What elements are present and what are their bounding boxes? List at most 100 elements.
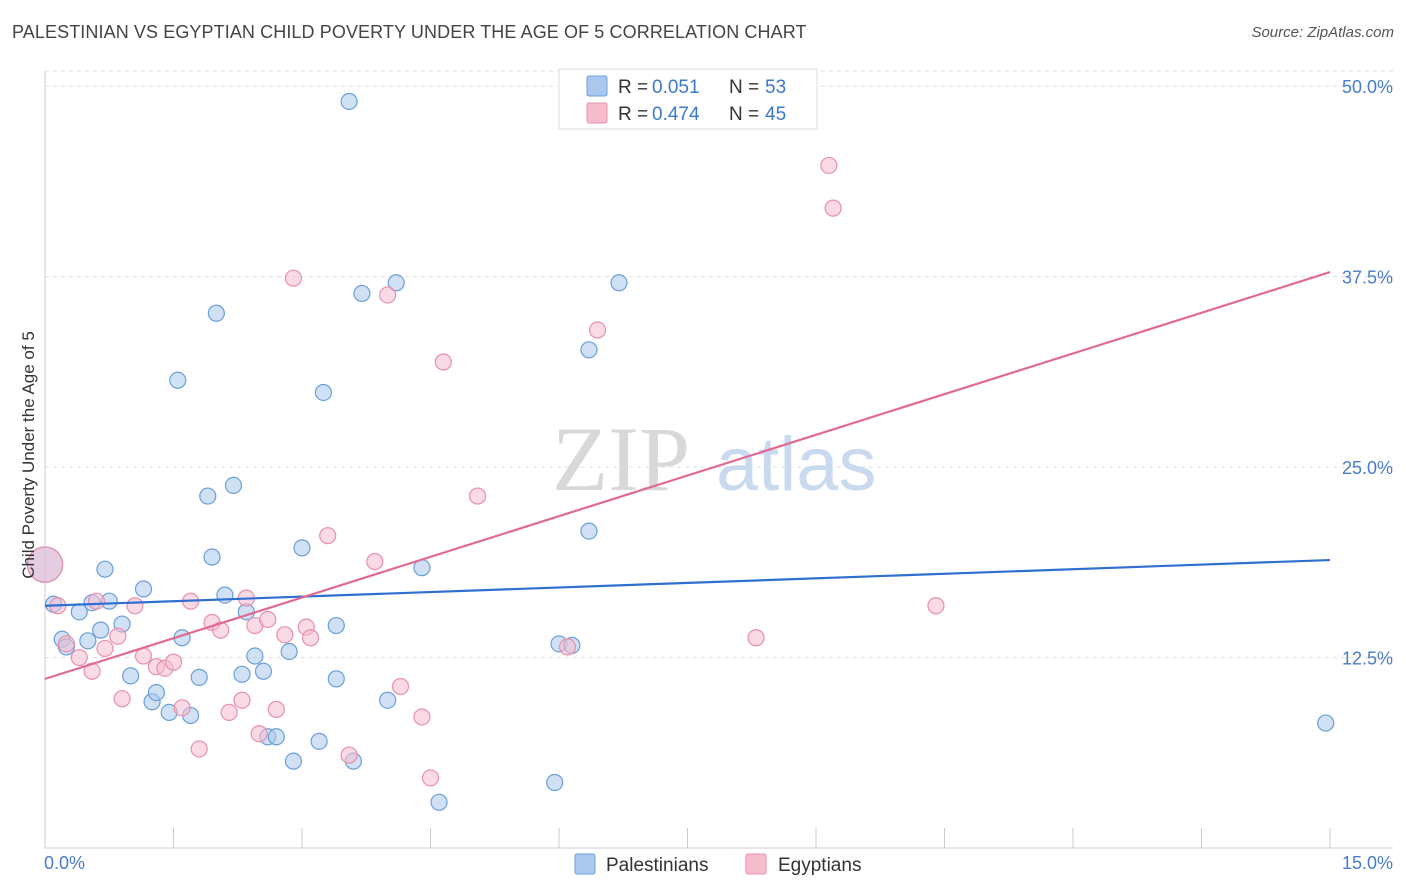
data-point xyxy=(301,629,320,647)
data-point xyxy=(430,793,448,811)
legend-label-palestinians: Palestinians xyxy=(606,855,708,876)
data-point xyxy=(580,522,598,540)
data-point xyxy=(387,274,405,292)
axes xyxy=(44,71,1393,849)
data-point xyxy=(413,708,431,726)
data-point xyxy=(379,691,397,709)
data-point xyxy=(70,648,88,667)
data-point xyxy=(580,341,598,359)
x-tick-label: 15.0% xyxy=(1342,853,1393,873)
legend-n-value: 45 xyxy=(765,104,786,125)
data-point xyxy=(927,597,945,615)
legend-swatch-palestinians xyxy=(574,853,596,875)
data-point xyxy=(224,476,243,494)
data-point xyxy=(26,546,64,583)
series-legend: Palestinians Egyptians xyxy=(574,853,861,876)
trend-lines xyxy=(44,271,1331,680)
data-point xyxy=(820,156,838,175)
data-point xyxy=(284,752,303,770)
data-point xyxy=(610,274,628,292)
data-point xyxy=(558,638,577,656)
data-point xyxy=(122,667,140,685)
data-point xyxy=(216,586,234,604)
data-point xyxy=(173,699,191,717)
data-point xyxy=(314,383,333,402)
data-point xyxy=(190,740,208,758)
data-point xyxy=(391,677,410,696)
legend-swatch-pink xyxy=(586,102,608,124)
data-point xyxy=(310,732,328,750)
data-point xyxy=(588,321,607,339)
x-tick-label: 0.0% xyxy=(44,853,85,873)
data-point xyxy=(421,769,440,787)
data-point xyxy=(96,639,114,658)
data-point xyxy=(284,269,303,287)
data-point xyxy=(366,552,384,571)
data-point xyxy=(327,616,345,635)
data-point xyxy=(276,626,294,644)
x-tick-labels: 0.0% 15.0% xyxy=(44,853,1393,873)
chart-title: PALESTINIAN VS EGYPTIAN CHILD POVERTY UN… xyxy=(12,22,807,42)
data-point xyxy=(434,353,452,371)
watermark-zip: ZIP xyxy=(552,408,690,510)
data-point xyxy=(546,773,564,792)
data-point xyxy=(220,703,238,722)
data-point xyxy=(319,527,337,545)
legend-r-value: 0.051 xyxy=(652,77,700,98)
y-tick-label: 12.5% xyxy=(1342,649,1393,669)
legend-swatch-egyptians xyxy=(745,853,767,875)
data-point xyxy=(164,653,183,671)
data-point xyxy=(79,632,97,650)
data-point xyxy=(233,665,251,683)
data-point xyxy=(340,746,358,764)
trend-line-egyptians xyxy=(44,271,1331,680)
legend-swatch-blue xyxy=(586,75,608,97)
data-point xyxy=(280,642,298,661)
data-point xyxy=(190,668,208,686)
data-point xyxy=(203,548,221,566)
data-point xyxy=(199,487,217,505)
y-tick-labels: 12.5% 25.0% 37.5% 50.0% xyxy=(1342,77,1393,668)
data-point xyxy=(267,728,285,746)
data-point xyxy=(379,286,397,304)
data-point xyxy=(87,592,106,610)
y-axis-title: Child Poverty Under the Age of 5 xyxy=(19,331,38,579)
data-point xyxy=(469,487,487,505)
watermark-atlas: atlas xyxy=(716,422,877,507)
data-point xyxy=(207,304,225,322)
data-point xyxy=(212,621,230,639)
data-point xyxy=(267,700,285,718)
watermark: ZIP atlas xyxy=(552,408,877,510)
legend-r-label: R = xyxy=(618,77,648,98)
data-point xyxy=(293,539,311,557)
y-tick-label: 50.0% xyxy=(1342,77,1393,97)
data-point xyxy=(246,647,264,665)
data-point xyxy=(259,610,277,629)
legend-n-label: N = xyxy=(729,104,759,125)
legend-n-value: 53 xyxy=(765,77,786,98)
data-point xyxy=(250,725,268,743)
data-point xyxy=(113,690,131,708)
legend-label-egyptians: Egyptians xyxy=(778,855,861,876)
data-point xyxy=(92,621,110,639)
trend-line-palestinians xyxy=(44,558,1331,607)
legend-r-label: R = xyxy=(618,104,648,125)
data-point xyxy=(340,92,358,111)
legend-r-value: 0.474 xyxy=(652,104,700,125)
data-point xyxy=(126,597,144,615)
series-egyptians-points xyxy=(26,156,945,787)
grid-lines xyxy=(45,70,1393,659)
y-tick-label: 37.5% xyxy=(1342,268,1393,288)
data-point xyxy=(327,670,345,688)
data-point xyxy=(57,635,76,653)
data-point xyxy=(169,371,187,389)
data-point xyxy=(747,629,765,647)
data-point xyxy=(1317,714,1335,732)
data-point xyxy=(147,683,165,702)
data-point xyxy=(233,691,251,709)
data-point xyxy=(109,627,127,645)
data-point xyxy=(353,284,371,303)
data-point xyxy=(134,580,153,598)
source-label: Source: ZipAtlas.com xyxy=(1251,24,1394,41)
